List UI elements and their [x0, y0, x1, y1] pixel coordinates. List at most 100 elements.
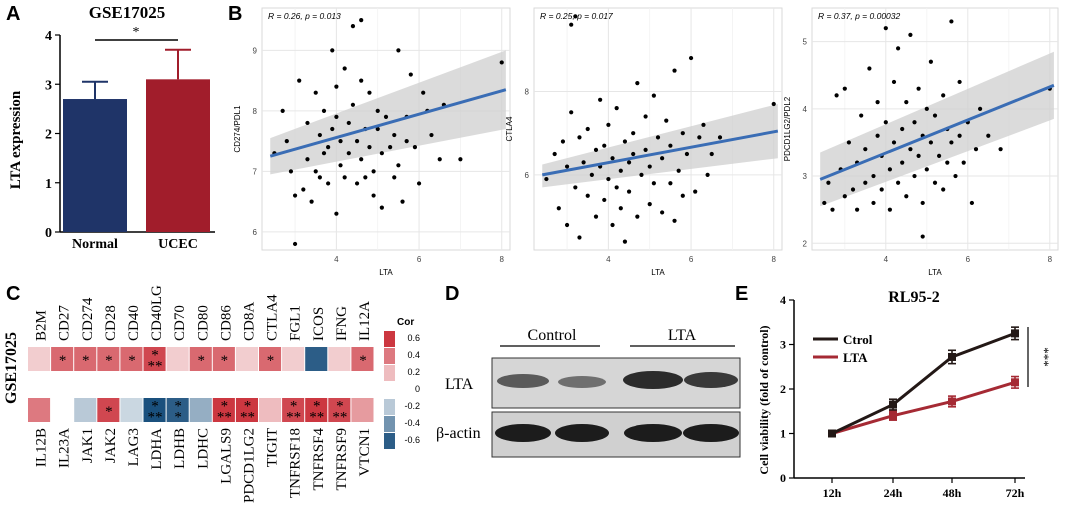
scatter-point: [379, 151, 384, 156]
significance-star: *: [151, 348, 159, 364]
scatter-point: [569, 22, 574, 27]
scatter-point: [321, 108, 327, 113]
scatter-point: [945, 160, 950, 165]
scatter-point: [317, 175, 322, 180]
scatter-point: [334, 211, 339, 216]
legend-tick: -0.6: [404, 435, 420, 445]
heatmap-col-label-ldhb: LDHB: [172, 428, 188, 469]
significance-star: *: [221, 399, 229, 415]
scatter-point: [606, 122, 611, 127]
heatmap-cell-jak2: [97, 398, 120, 422]
scatter-point: [660, 210, 665, 215]
heatmap-c: GSE17025 B2M*CD27*CD274*CD28*CD40***CD40…: [3, 285, 420, 503]
heatmap-col-label-cd274: CD274: [80, 297, 96, 341]
ytick-label: 8: [525, 87, 530, 96]
heatmap-col-label-ctla4: CTLA4: [265, 294, 281, 341]
scatter-point: [978, 106, 983, 111]
heatmap-cell-ctla4: [259, 347, 282, 371]
scatter-point: [359, 157, 364, 162]
blot-band-actin-2: [555, 424, 609, 442]
scatter-plot-b3: 4 6 8 2 3 4 5 R = 0.37, p = 0.00032 LTA PDCD1LG2/…: [783, 7, 1059, 277]
scatter-point: [350, 102, 356, 107]
heatmap-col-label-lgals9: LGALS9: [218, 428, 234, 484]
scatter-point: [672, 68, 677, 73]
scatter-point: [896, 180, 901, 185]
scatter-point: [639, 172, 644, 177]
scatter-point: [396, 48, 401, 53]
scatter-point: [602, 143, 607, 148]
scatter-point: [826, 180, 831, 185]
scatter-point: [367, 145, 372, 150]
scatter-point: [916, 86, 921, 91]
panel-label-b: B: [228, 3, 242, 25]
legend-swatch: [384, 331, 395, 347]
scatter-point: [941, 187, 946, 192]
scatter-point: [359, 78, 364, 83]
ytick-label-e: 1: [780, 427, 786, 441]
scatter-point: [908, 32, 913, 37]
significance-star-a: *: [133, 25, 140, 40]
scatter-point: [392, 175, 397, 180]
scatter-point: [598, 97, 603, 102]
significance-star: *: [290, 399, 298, 415]
heatmap-col-label-ldhc: LDHC: [195, 428, 211, 469]
scatter-point: [292, 241, 298, 247]
heatmap-cell-tnfrsf18: [282, 398, 305, 422]
scatter-point: [871, 173, 876, 179]
blot-group-label-lta: LTA: [668, 327, 697, 344]
scatter-point: [326, 181, 331, 186]
scatter-point: [863, 147, 868, 152]
significance-star: **: [332, 410, 347, 426]
correlation-annotation: R = 0.26, p = 0.013: [268, 11, 341, 21]
scatter-point: [998, 147, 1003, 152]
scatter-point: [973, 147, 979, 152]
significance-star: *: [151, 399, 159, 415]
scatter-point: [834, 93, 839, 98]
data-point-ctrol: [948, 352, 956, 361]
scatter-point: [957, 133, 962, 138]
regression-line: [541, 129, 779, 177]
scatter-point: [684, 151, 690, 157]
xtick-label-e: 12h: [823, 486, 842, 500]
heatmap-col-label-lag3: LAG3: [126, 428, 142, 466]
scatter-point: [375, 126, 380, 132]
heatmap-col-label-jak1: JAK1: [80, 428, 96, 463]
heatmap-cell-il23a: [51, 398, 74, 422]
series-line-ctrol: [831, 331, 1016, 435]
scatter-point: [635, 81, 640, 86]
scatter-point: [855, 207, 860, 212]
heatmap-cell-jak1: [74, 398, 97, 422]
scatter-point: [614, 106, 619, 111]
scatter-point: [961, 160, 966, 165]
scatter-point: [916, 153, 921, 158]
scatter-point: [284, 139, 289, 144]
scatter-point: [313, 90, 318, 95]
blot-band-actin-4: [683, 424, 739, 442]
heatmap-cell-il12b: [28, 398, 51, 422]
scatter-point: [842, 86, 847, 91]
scatter-point: [326, 145, 331, 150]
heatmap-cell-lgals9: [212, 398, 235, 422]
chart-a-ylabel: LTA expression: [8, 90, 24, 189]
scatter-point: [396, 163, 401, 168]
ytick-label-e: 4: [780, 293, 786, 307]
scatter-point: [388, 145, 393, 150]
scatter-point: [564, 222, 570, 228]
blot-row-label-actin: β-actin: [436, 425, 481, 442]
scatter-point: [297, 78, 302, 83]
x-axis-label: LTA: [928, 268, 942, 277]
scatter-point: [676, 168, 681, 173]
significance-star: *: [244, 399, 252, 415]
scatter-point: [709, 151, 714, 157]
xtick-label-e: 24h: [884, 486, 903, 500]
heatmap-cell-lag3: [120, 398, 143, 422]
scatter-point: [330, 48, 335, 53]
blot-group-label-control: Control: [528, 327, 577, 344]
scatter-point: [412, 145, 418, 150]
scatter-point: [556, 206, 561, 211]
scatter-point: [383, 114, 389, 119]
blot-band-actin-3: [624, 424, 682, 442]
legend-tick: 0: [415, 384, 420, 394]
chart-a-title: GSE17025: [89, 3, 166, 22]
